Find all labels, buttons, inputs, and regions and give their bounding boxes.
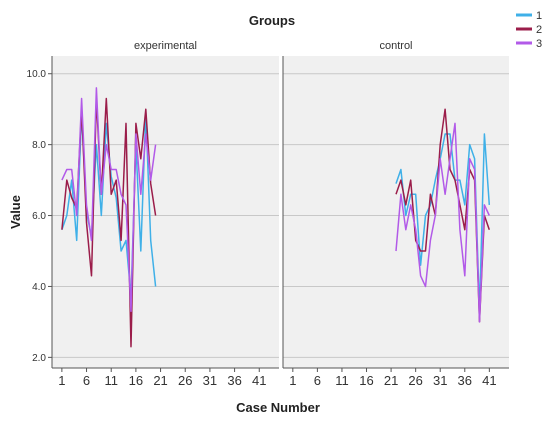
x-tick-label: 1 [289, 373, 296, 388]
x-tick-label: 16 [359, 373, 373, 388]
panel-background [52, 56, 279, 368]
legend-label-2: 2 [536, 24, 542, 36]
y-tick-label: 2.0 [32, 353, 46, 364]
x-tick-label: 31 [433, 373, 447, 388]
panel-title: experimental [134, 40, 197, 52]
series-line-2 [395, 108, 491, 323]
x-tick-label: 11 [104, 373, 118, 388]
x-tick-label: 41 [482, 373, 496, 388]
x-tick-label: 21 [153, 373, 167, 388]
y-tick-label: 10.0 [27, 69, 47, 80]
x-tick-label: 26 [178, 373, 192, 388]
panel-background [283, 56, 509, 368]
x-tick-label: 1 [58, 373, 65, 388]
x-tick-label: 6 [83, 373, 90, 388]
chart-title: Groups [249, 13, 295, 28]
legend: 1 2 3 [516, 10, 542, 50]
x-tick-label: 11 [335, 373, 349, 388]
y-axis-title: Value [8, 195, 23, 229]
legend-label-3: 3 [536, 38, 542, 50]
y-tick-label: 4.0 [32, 282, 46, 293]
x-tick-label: 41 [252, 373, 266, 388]
x-tick-label: 36 [227, 373, 241, 388]
y-tick-label: 6.0 [32, 211, 46, 222]
legend-label-1: 1 [536, 10, 542, 22]
y-tick-label: 8.0 [32, 140, 46, 151]
panel-title: control [379, 40, 412, 52]
x-tick-label: 16 [129, 373, 143, 388]
x-tick-label: 31 [203, 373, 217, 388]
x-tick-label: 26 [408, 373, 422, 388]
x-tick-label: 36 [458, 373, 472, 388]
series-line-3 [395, 122, 490, 323]
x-tick-label: 21 [384, 373, 398, 388]
x-axis-title: Case Number [236, 400, 320, 415]
series-line-3 [61, 87, 157, 313]
x-tick-label: 6 [314, 373, 321, 388]
